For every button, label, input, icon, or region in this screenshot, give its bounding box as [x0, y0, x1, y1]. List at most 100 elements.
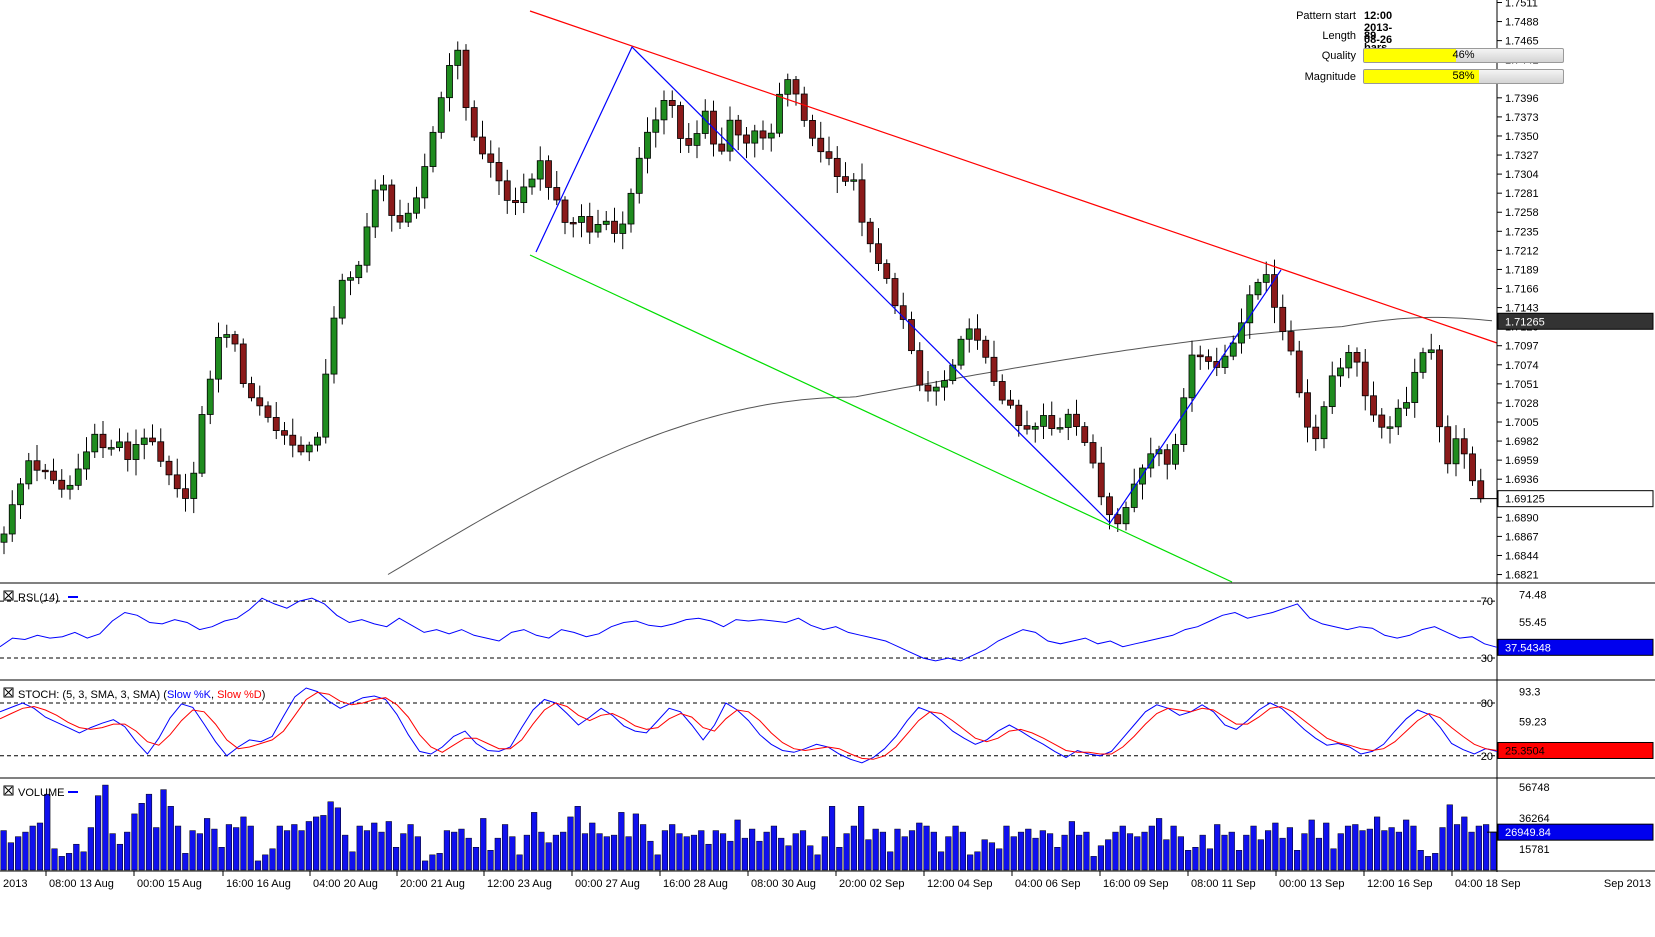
- candle-body: [388, 184, 396, 216]
- volume-bar: [1381, 830, 1388, 871]
- candle-body: [371, 189, 379, 228]
- volume-bar: [901, 836, 908, 871]
- candle-body: [677, 105, 684, 139]
- volume-bar: [320, 815, 327, 871]
- length-label: Length: [1322, 30, 1356, 42]
- volume-bar: [80, 851, 87, 871]
- volume-bar: [545, 842, 552, 871]
- price-tick-label: 1.7212: [1505, 245, 1539, 257]
- price-tick-label: 1.7005: [1505, 417, 1539, 429]
- candle-body: [190, 472, 198, 499]
- rsi-title: RSI (14): [18, 592, 59, 604]
- volume-bar: [690, 834, 698, 871]
- candle-body: [586, 216, 594, 233]
- volume-bar: [218, 847, 225, 871]
- volume-bar: [1468, 831, 1475, 871]
- volume-bar: [770, 825, 778, 871]
- quality-bar: 46%: [1363, 48, 1564, 63]
- time-tick-label: Sep 2013: [1604, 878, 1651, 890]
- volume-bar: [1359, 830, 1366, 871]
- volume-bar: [974, 851, 981, 871]
- candle-body: [718, 143, 726, 152]
- candle-body: [1097, 462, 1105, 498]
- price-tick-label: 1.6844: [1505, 550, 1539, 562]
- volume-bar: [669, 824, 676, 871]
- candle-body: [998, 381, 1006, 401]
- candle-body: [1040, 415, 1047, 427]
- volume-bar: [414, 836, 421, 871]
- volume-bar: [1439, 827, 1446, 871]
- volume-bar: [930, 831, 937, 871]
- volume-bar: [349, 851, 356, 871]
- candle-body: [1196, 354, 1204, 358]
- candle-body: [99, 433, 107, 449]
- volume-bar: [1403, 819, 1410, 871]
- candle-body: [429, 131, 437, 167]
- volume-bar: [443, 830, 451, 871]
- volume-bar: [705, 843, 712, 871]
- candle-body: [512, 199, 519, 204]
- candle-body: [891, 278, 899, 307]
- stoch-current-label: 25.3504: [1505, 745, 1545, 757]
- candle-body: [726, 119, 734, 152]
- volume-bar: [465, 837, 472, 871]
- volume-bar: [1076, 834, 1083, 871]
- panel-close-icon-cross: [4, 688, 13, 697]
- volume-bar: [262, 854, 269, 871]
- candle-body: [1048, 415, 1056, 429]
- volume-bar: [1156, 818, 1163, 871]
- volume-bar: [7, 842, 14, 871]
- volume-bar: [516, 854, 523, 871]
- volume-bar: [116, 843, 123, 871]
- candle-body: [536, 160, 544, 180]
- stoch-d-line: [0, 691, 1498, 760]
- volume-bar: [610, 834, 618, 871]
- price-tick-label: 1.7074: [1505, 360, 1539, 372]
- magnitude-value: 58%: [1452, 70, 1475, 82]
- candle-body: [1147, 453, 1155, 469]
- candle-body: [1130, 483, 1138, 508]
- candle-body: [660, 100, 668, 121]
- volume-bar: [1039, 830, 1046, 871]
- ma-value-box: [1497, 312, 1654, 330]
- time-tick-label: 04:00 06 Sep: [1015, 878, 1080, 890]
- price-tick-label: 1.6936: [1505, 474, 1539, 486]
- volume-bar: [1003, 825, 1010, 871]
- price-tick-label: 1.7373: [1505, 112, 1539, 124]
- volume-bar: [1032, 837, 1039, 871]
- candle-body: [1089, 442, 1097, 464]
- volume-bar: [313, 816, 320, 871]
- volume-bar: [1017, 831, 1025, 871]
- volume-bar: [778, 837, 785, 871]
- candle-body: [1444, 426, 1452, 465]
- candle-body: [297, 444, 305, 453]
- price-tick-label: 1.7097: [1505, 341, 1539, 353]
- volume-bar: [124, 831, 131, 871]
- time-tick-label: 08:00 13 Aug: [49, 878, 114, 890]
- volume-bar: [138, 803, 145, 871]
- volume-bar: [1374, 816, 1381, 871]
- volume-bar: [458, 828, 465, 871]
- volume-bar: [1214, 824, 1221, 871]
- candle-body: [1254, 281, 1262, 296]
- candle-body: [1304, 392, 1311, 428]
- candle-body: [487, 153, 495, 163]
- volume-bar: [952, 825, 959, 871]
- candle-body: [957, 338, 965, 366]
- candle-body: [528, 178, 536, 188]
- rsi-level-label: 30: [1481, 653, 1493, 665]
- price-tick-label: 1.6982: [1505, 436, 1539, 448]
- volume-bar: [276, 825, 283, 871]
- volume-bar: [1337, 833, 1344, 871]
- candle-body: [256, 397, 264, 407]
- candle-body: [520, 186, 528, 204]
- candle-body: [743, 134, 750, 144]
- volume-bar: [422, 860, 429, 871]
- candle-body: [602, 220, 610, 225]
- stoch-tick-label: 93.3: [1519, 686, 1540, 698]
- candle-body: [1188, 354, 1196, 399]
- candle-body: [239, 343, 247, 384]
- volume-bar: [821, 836, 828, 871]
- volume-bar: [480, 818, 487, 871]
- candle-body: [1320, 406, 1328, 440]
